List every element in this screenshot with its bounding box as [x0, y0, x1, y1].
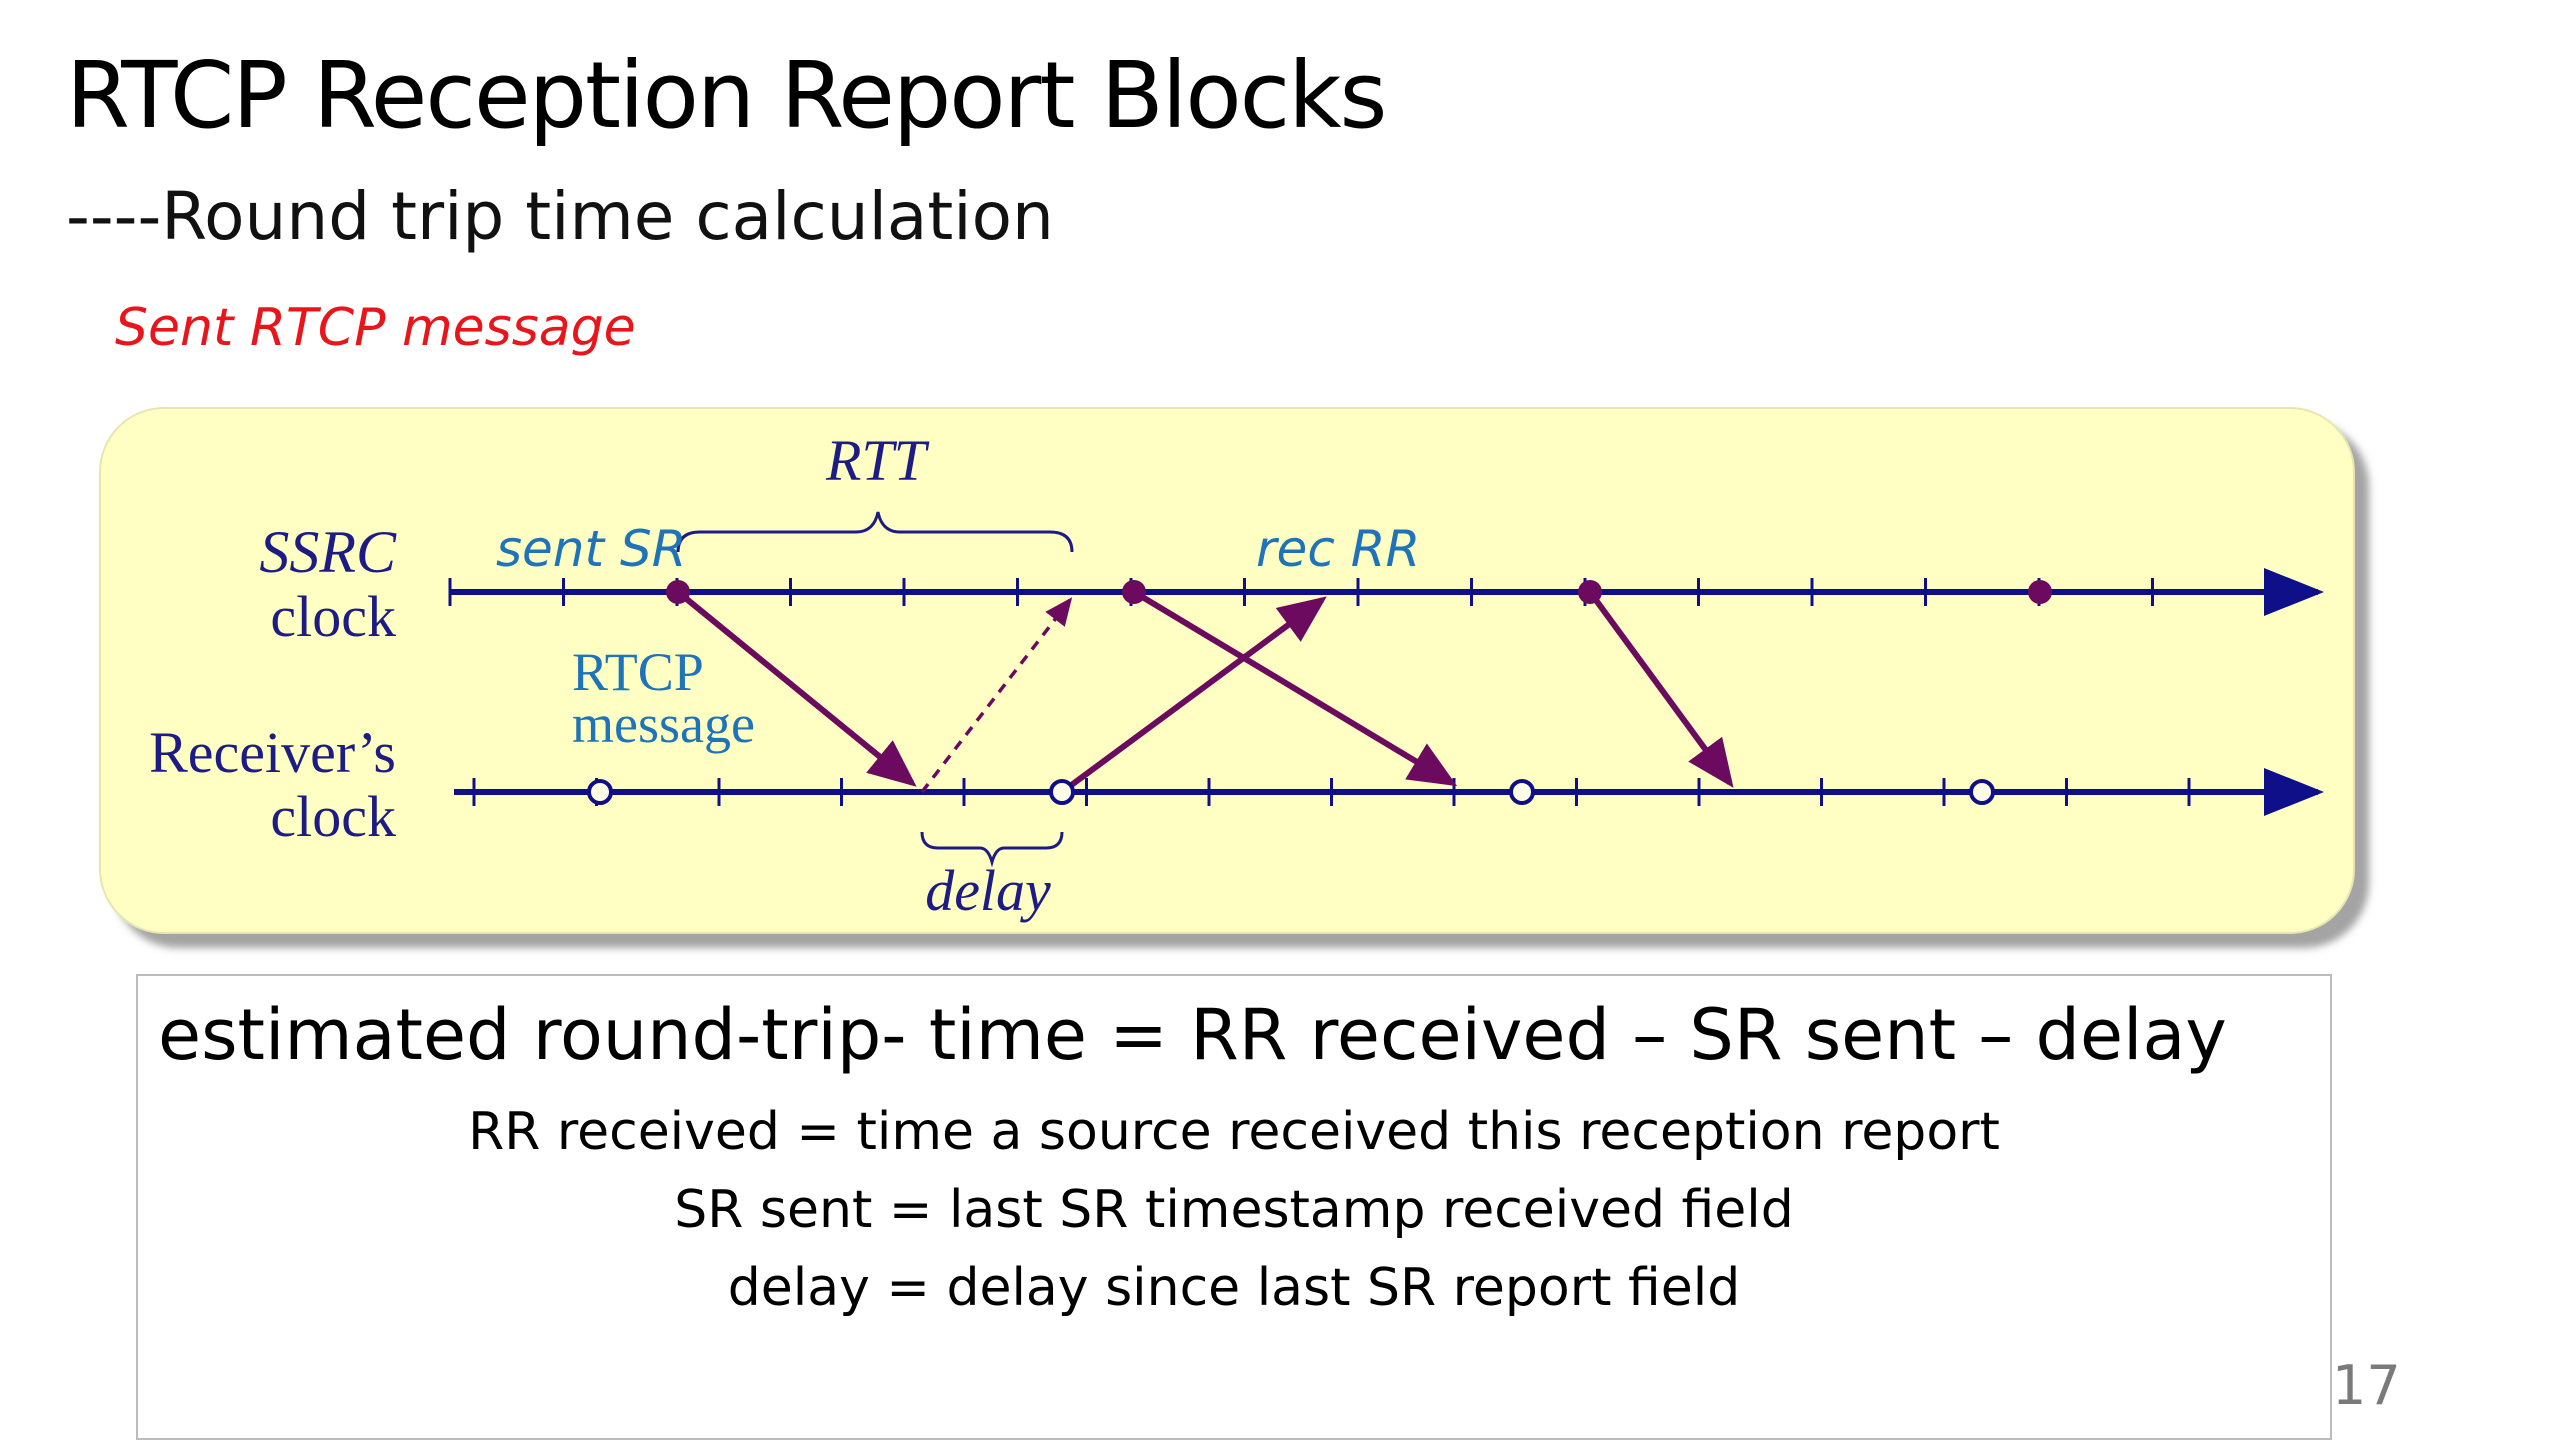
- rr-return-dashed-arrow: [920, 597, 1073, 794]
- sr-arrow-3: [1587, 590, 1734, 788]
- rtt-formula: estimated round-trip- time = RR received…: [158, 994, 2227, 1076]
- receiver-label-line1: Receiver’s: [149, 720, 396, 785]
- sr-sent-dot-2: [1122, 580, 1146, 604]
- rtcp-message-line1: RTCP: [572, 642, 704, 702]
- rr-send-dot-3: [1509, 779, 1535, 805]
- sr-sent-dot-3: [1578, 580, 1602, 604]
- receiver-label-line2: clock: [270, 784, 396, 849]
- rtt-diagram: RTT SSRC clock Receiver’s clock sent SR …: [99, 407, 2355, 934]
- rtcp-message-line2: message: [572, 694, 755, 754]
- sr-arrow-2: [1132, 589, 1458, 787]
- rtt-brace: [676, 511, 1074, 553]
- sr-arrow-1: [676, 589, 917, 787]
- ssrc-label-line2: clock: [270, 584, 396, 649]
- rr-received-definition: RR received = time a source received thi…: [468, 1102, 2000, 1162]
- delay-definition: delay = delay since last SR report field: [727, 1258, 1741, 1318]
- formula-box: estimated round-trip- time = RR received…: [136, 974, 2332, 1440]
- rr-arrow-1: [1060, 596, 1327, 795]
- page-number: 17: [2332, 1354, 2401, 1417]
- rr-send-dot-4: [1969, 779, 1995, 805]
- delay-label: delay: [925, 858, 1051, 923]
- rr-send-dot-2: [1049, 779, 1075, 805]
- rec-rr-label: rec RR: [1256, 520, 1420, 578]
- delay-brace: [920, 831, 1064, 868]
- receiver-ticks: [472, 778, 2191, 806]
- rr-send-dot-1: [587, 779, 613, 805]
- slide-subtitle: ----Round trip time calculation: [66, 178, 1054, 255]
- slide-title: RTCP Reception Report Blocks: [66, 42, 1387, 149]
- sr-sent-dot-4: [2028, 580, 2052, 604]
- sent-sr-label: sent SR: [496, 520, 686, 578]
- sent-rtcp-note: Sent RTCP message: [115, 298, 636, 358]
- rtt-label: RTT: [825, 428, 930, 493]
- ssrc-label-line1: SSRC: [259, 519, 397, 585]
- sr-sent-dot-1: [666, 580, 690, 604]
- sr-sent-definition: SR sent = last SR timestamp received fie…: [674, 1180, 1794, 1240]
